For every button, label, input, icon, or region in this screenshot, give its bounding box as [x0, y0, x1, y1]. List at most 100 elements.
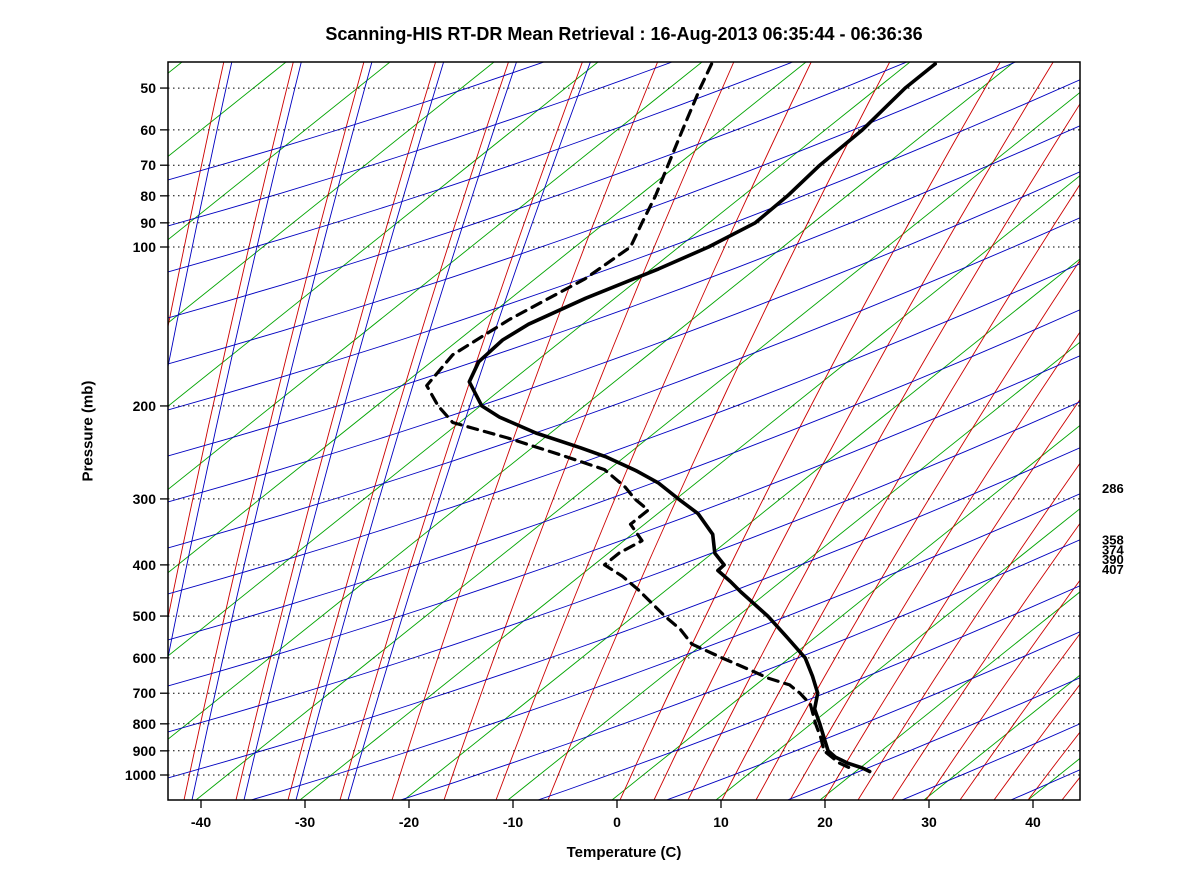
- isotherm-line: [168, 62, 391, 241]
- adiabat-line: [1061, 776, 1080, 800]
- plot-frame: [167, 61, 1081, 801]
- y-tick-label: 80: [140, 188, 156, 204]
- isotherm-line: [507, 341, 1080, 800]
- temperature-curve: [467, 62, 937, 774]
- moist-adiabat-line: [168, 62, 1017, 365]
- moist-adiabat-lines-steep: [0, 62, 591, 800]
- isotherm-lines: [168, 62, 1080, 800]
- y-tick-label: 90: [140, 215, 156, 231]
- x-tick-label: -20: [399, 814, 419, 830]
- adiabat-line: [287, 62, 509, 800]
- adiabat-line: [235, 62, 437, 800]
- x-axis: -40 -30 -20 -10 0 10 20 30 40: [191, 800, 1041, 830]
- dewpoint-curve: [425, 62, 852, 770]
- adiabat-line: [1027, 731, 1080, 800]
- moist-adiabat-line: [168, 62, 674, 227]
- moist-adiabat-line: [168, 217, 1080, 549]
- adiabat-line: [168, 62, 294, 620]
- adiabat-lines: [0, 62, 1080, 800]
- isotherm-line: [715, 508, 1080, 800]
- adiabat-line: [891, 522, 1080, 800]
- moist-adiabat-line: [786, 677, 1080, 800]
- y-tick-label: 300: [133, 491, 157, 507]
- moist-adiabat-line: [168, 862, 1080, 896]
- moist-adiabat-line: [536, 585, 1080, 800]
- moist-adiabat-lines: [168, 62, 1080, 896]
- moist-adiabat-line: [168, 62, 794, 273]
- y-tick-label: 60: [140, 122, 156, 138]
- isotherm-line: [611, 424, 1080, 800]
- isotherm-line: [299, 175, 1080, 800]
- isotherm-line: [168, 62, 911, 657]
- moist-adiabat-line: [168, 125, 1080, 457]
- x-tick-label: 20: [817, 814, 833, 830]
- y-tick-label: 500: [133, 608, 157, 624]
- adiabat-line: [687, 102, 1080, 800]
- y-tick-label: 900: [133, 743, 157, 759]
- moist-adiabat-line: [168, 401, 1080, 733]
- x-tick-label: -10: [503, 814, 523, 830]
- moist-adiabat-line: [168, 263, 1080, 595]
- moist-adiabat-line: [0, 62, 30, 800]
- right-pressure-label: 286: [1102, 481, 1124, 496]
- y-tick-label: 70: [140, 157, 156, 173]
- moist-adiabat-line: [191, 62, 373, 800]
- moist-adiabat-line: [168, 355, 1080, 687]
- y-tick-label: 200: [133, 398, 157, 414]
- moist-adiabat-line: [168, 79, 1080, 411]
- y-tick-label: 50: [140, 80, 156, 96]
- x-axis-label: Temperature (C): [566, 844, 682, 861]
- isotherm-line: [168, 62, 703, 491]
- adiabat-line: [168, 62, 225, 329]
- x-tick-label: 30: [921, 814, 937, 830]
- adiabat-line: [443, 62, 735, 800]
- moist-adiabat-line: [168, 309, 1080, 641]
- x-tick-label: 10: [713, 814, 729, 830]
- x-tick-label: 0: [613, 814, 621, 830]
- y-tick-label: 700: [133, 685, 157, 701]
- moist-adiabat-line: [295, 62, 517, 800]
- y-tick-label: 800: [133, 716, 157, 732]
- moist-adiabat-line: [168, 62, 908, 319]
- y-tick-label: 600: [133, 650, 157, 666]
- adiabat-line: [823, 398, 1080, 800]
- adiabat-line: [183, 62, 365, 800]
- x-tick-label: 40: [1025, 814, 1041, 830]
- adiabat-line: [925, 579, 1080, 800]
- isotherm-line: [168, 62, 495, 324]
- isotherm-line: [195, 91, 1080, 800]
- adiabat-line: [959, 632, 1080, 800]
- right-pressure-label: 390: [1102, 552, 1124, 567]
- moist-adiabat-line: [1009, 769, 1080, 800]
- isotherm-line: [168, 62, 1015, 740]
- right-pressure-label: 374: [1102, 542, 1124, 557]
- adiabat-line: [755, 259, 1080, 800]
- adiabat-line: [547, 62, 891, 800]
- y-tick-label: 1000: [125, 767, 156, 783]
- moist-adiabat-line: [0, 62, 96, 800]
- chart-title: Scanning-HIS RT-DR Mean Retrieval : 16-A…: [325, 24, 923, 44]
- isotherm-line: [1027, 757, 1080, 800]
- moist-adiabat-line: [168, 62, 233, 369]
- adiabat-line: [993, 683, 1080, 800]
- adiabat-line: [0, 62, 22, 800]
- x-tick-label: -30: [295, 814, 315, 830]
- adiabat-line: [721, 183, 1080, 800]
- moist-adiabat-line: [243, 62, 445, 800]
- y-axis: 50 60 70 80 90 100 200 300 400 500 600 700 800 900 100…: [125, 80, 168, 783]
- moist-adiabat-line: [249, 493, 1080, 800]
- adiabat-line: [0, 62, 88, 800]
- y-tick-label: 400: [133, 557, 157, 573]
- moist-adiabat-line: [168, 62, 302, 660]
- moist-adiabat-line: [347, 62, 591, 800]
- adiabat-line: [653, 62, 1054, 800]
- right-pressure-label: 407: [1102, 562, 1124, 577]
- adiabat-line: [495, 62, 812, 800]
- isotherm-line: [923, 674, 1080, 800]
- isotherm-line: [403, 258, 1080, 800]
